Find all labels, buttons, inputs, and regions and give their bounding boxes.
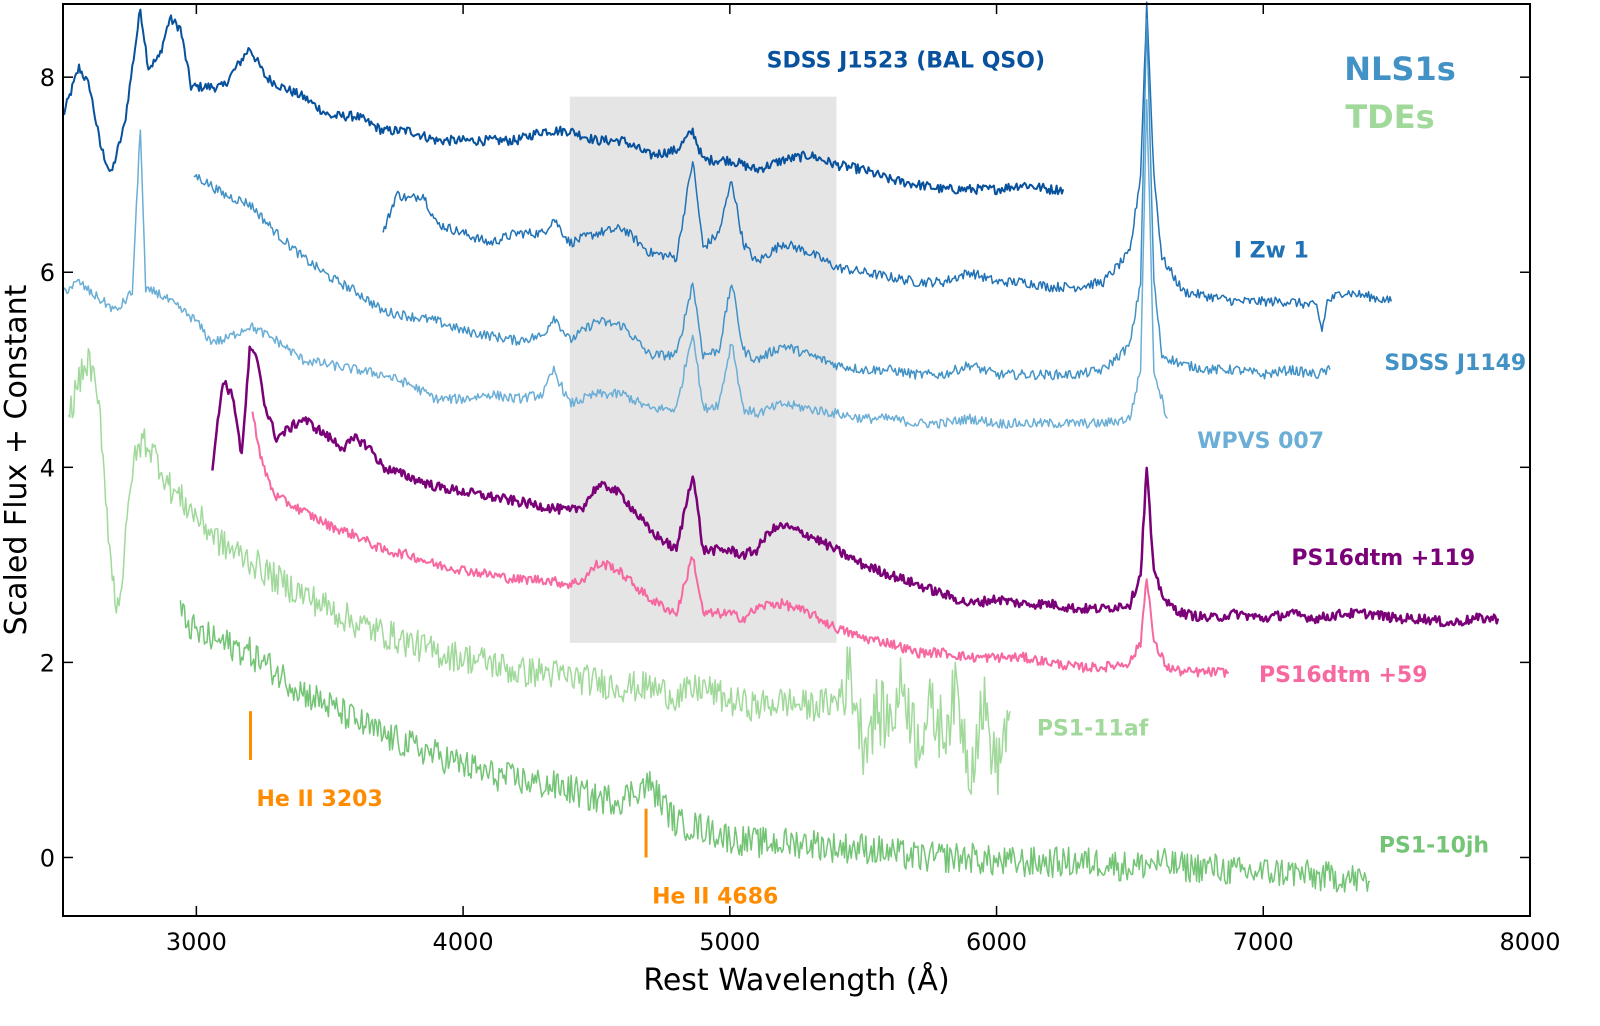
series-line-i-zw-1 <box>382 1 1393 333</box>
series-line-wpvs-007 <box>62 99 1168 429</box>
shaded-region <box>569 96 837 643</box>
series-line-sdss-j1523-bal-qso <box>62 8 1065 196</box>
x-tick-label: 3000 <box>166 928 227 956</box>
y-tick-label: 2 <box>40 649 55 677</box>
series-label-ps1-11af: PS1-11af <box>1037 717 1149 742</box>
x-axis-label: Rest Wavelength (Å) <box>643 962 949 998</box>
plot-frame <box>62 3 1531 917</box>
series-line-ps16dtm-59 <box>251 411 1230 678</box>
series-line-ps1-11af <box>67 348 1011 796</box>
y-tick-label: 4 <box>40 454 55 482</box>
legend-tdes: TDEs <box>1345 98 1434 136</box>
series-label-sdss-j1149: SDSS J1149 <box>1384 351 1526 376</box>
x-tick-label: 7000 <box>1233 928 1294 956</box>
x-tick-label: 6000 <box>966 928 1027 956</box>
series-label-wpvs-007: WPVS 007 <box>1197 429 1324 454</box>
series-label-ps16dtm-59: PS16dtm +59 <box>1259 663 1427 688</box>
series-label-sdss-j1523-bal-qso: SDSS J1523 (BAL QSO) <box>767 48 1045 73</box>
series-label-i-zw-1: I Zw 1 <box>1234 239 1309 264</box>
x-tick-label: 5000 <box>699 928 760 956</box>
y-axis-label: Scaled Flux + Constant <box>0 284 34 635</box>
series-line-ps16dtm-119 <box>211 345 1500 628</box>
marker-label-he-ii-3203: He II 3203 <box>257 787 383 812</box>
series-line-ps1-10jh <box>179 600 1371 893</box>
marker-label-he-ii-4686: He II 4686 <box>652 884 778 909</box>
series-label-ps1-10jh: PS1-10jh <box>1379 834 1489 859</box>
series-label-ps16dtm-119: PS16dtm +119 <box>1291 546 1475 571</box>
series-line-sdss-j1149 <box>193 18 1331 381</box>
x-tick-label: 8000 <box>1499 928 1560 956</box>
y-tick-label: 6 <box>40 259 55 287</box>
y-tick-label: 0 <box>40 844 55 872</box>
x-tick-label: 4000 <box>433 928 494 956</box>
legend-nls1s: NLS1s <box>1344 50 1456 88</box>
y-tick-label: 8 <box>40 64 55 92</box>
